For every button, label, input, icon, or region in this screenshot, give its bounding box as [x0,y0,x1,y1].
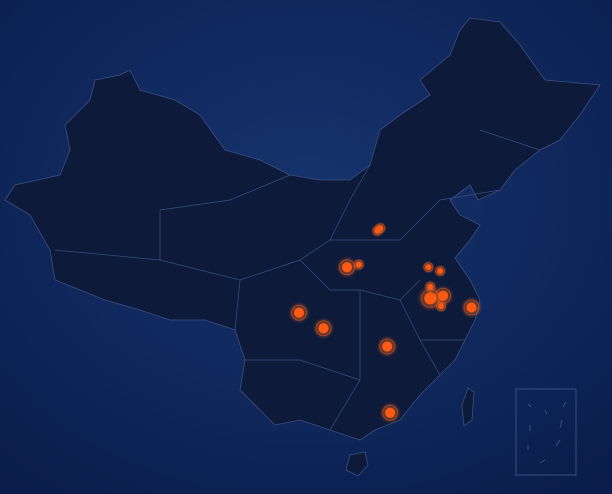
marker [342,262,353,273]
marker [382,341,393,352]
marker-ring [379,338,396,355]
marker [377,225,384,232]
marker [355,261,362,268]
marker-ring [382,404,399,421]
marker [425,264,432,271]
markers [288,221,483,424]
marker-ring [435,266,446,277]
marker-ring [353,259,364,270]
marker [438,290,449,301]
island-hainan [345,451,369,477]
marker-ring [375,223,386,234]
province-borders [54,129,541,431]
island-taiwan [461,387,475,427]
marker-ring [291,304,307,321]
inset-frame [515,388,577,476]
marker-ring [463,299,480,316]
marker-ring [315,320,332,337]
marker [437,268,444,275]
marker [438,303,445,310]
marker [318,323,329,334]
marker [294,307,304,318]
marker-ring [423,262,434,273]
marker-ring [436,301,447,312]
marker [385,407,396,418]
inset-islands [527,401,567,464]
marker [466,302,477,313]
